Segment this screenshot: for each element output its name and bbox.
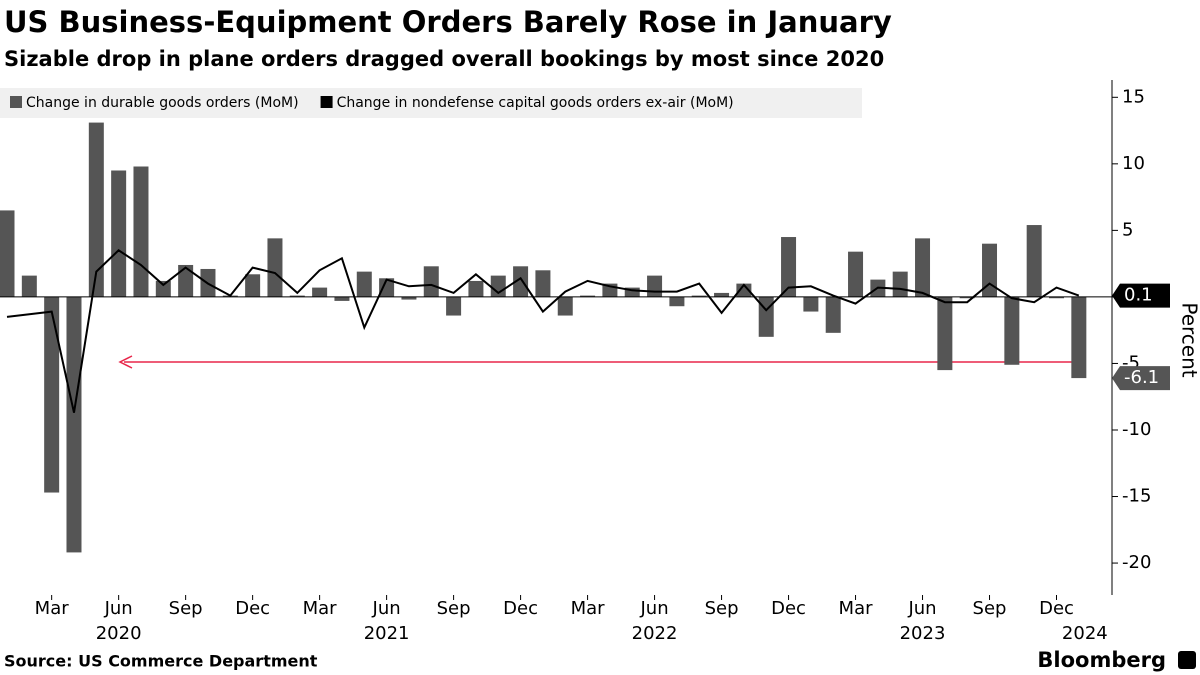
x-tick-label: Sep	[973, 598, 1007, 619]
last-value-label: 0.1	[1124, 285, 1153, 306]
bar	[848, 251, 864, 297]
legend-label: Change in durable goods orders (MoM)	[26, 95, 299, 111]
chart-title: US Business-Equipment Orders Barely Rose…	[4, 5, 892, 39]
bar	[334, 296, 350, 301]
bar	[580, 295, 596, 297]
bar	[1004, 296, 1020, 365]
bar	[0, 210, 15, 297]
x-tick-label: Mar	[303, 598, 338, 619]
y-tick-label: 10	[1122, 153, 1145, 174]
bar	[937, 296, 953, 371]
bar	[892, 271, 908, 297]
bar	[781, 237, 797, 297]
x-tick-label: Sep	[437, 598, 471, 619]
x-tick-label: Mar	[839, 598, 874, 619]
x-tick-label: Jun	[907, 598, 936, 619]
legend-label: Change in nondefense capital goods order…	[337, 95, 734, 111]
bar	[513, 266, 529, 297]
x-year-label: 2024	[1062, 623, 1108, 644]
x-tick-label: Jun	[640, 598, 669, 619]
y-axis-label: Percent	[1178, 302, 1200, 377]
bar	[959, 296, 975, 299]
x-tick-label: Dec	[235, 598, 270, 619]
y-tick-label: 15	[1122, 86, 1145, 107]
bar	[155, 280, 171, 297]
bar	[401, 296, 417, 300]
y-tick-label: -10	[1122, 419, 1151, 440]
bar	[535, 270, 551, 297]
bar	[423, 266, 439, 297]
x-tick-label: Jun	[104, 598, 133, 619]
bar	[714, 292, 730, 297]
bar	[803, 296, 819, 312]
bar	[691, 295, 707, 297]
bar	[88, 122, 104, 297]
x-tick-label: Dec	[503, 598, 538, 619]
x-tick-label: Sep	[705, 598, 739, 619]
x-year-label: 2023	[900, 623, 946, 644]
source: Source: US Commerce Department	[4, 652, 318, 671]
y-tick-label: 5	[1122, 219, 1133, 240]
bar	[21, 275, 37, 297]
bar	[669, 296, 685, 307]
x-tick-label: Jun	[372, 598, 401, 619]
brand-icon	[1178, 651, 1196, 669]
bar	[557, 296, 573, 316]
bar	[111, 170, 127, 297]
x-year-label: 2020	[96, 623, 142, 644]
x-tick-label: Mar	[571, 598, 606, 619]
bar	[1049, 296, 1065, 299]
x-year-label: 2021	[364, 623, 410, 644]
chart-subtitle: Sizable drop in plane orders dragged ove…	[4, 47, 884, 71]
bar	[267, 238, 283, 297]
bar	[312, 287, 328, 297]
bar	[44, 296, 60, 493]
bar	[1071, 296, 1087, 379]
bar	[825, 296, 841, 333]
legend-box	[0, 88, 862, 118]
bar	[66, 296, 82, 553]
bar	[289, 295, 305, 297]
y-tick-label: -15	[1122, 486, 1151, 507]
x-year-label: 2022	[632, 623, 678, 644]
last-value-tag	[1112, 366, 1170, 391]
bar	[468, 280, 484, 297]
last-value-label: -6.1	[1124, 367, 1159, 388]
y-tick-label: -20	[1122, 552, 1151, 573]
annotation-arrow-head	[118, 355, 133, 369]
line	[6, 249, 1080, 413]
x-tick-label: Dec	[1039, 598, 1074, 619]
bar	[356, 271, 372, 297]
x-tick-label: Dec	[771, 598, 806, 619]
bar	[647, 275, 663, 297]
x-tick-label: Sep	[169, 598, 203, 619]
brand: Bloomberg	[1037, 648, 1166, 672]
bar	[982, 243, 998, 297]
bar	[736, 283, 752, 297]
bar	[379, 278, 395, 297]
x-tick-label: Mar	[35, 598, 70, 619]
last-value-tag	[1112, 283, 1170, 308]
bar	[624, 287, 640, 297]
bar	[1026, 225, 1042, 297]
bar	[446, 296, 462, 316]
bar	[245, 274, 261, 297]
legend-swatch	[320, 96, 333, 108]
bar	[133, 166, 149, 297]
bar	[178, 264, 194, 297]
bar	[915, 238, 931, 297]
legend-swatch	[10, 96, 22, 108]
